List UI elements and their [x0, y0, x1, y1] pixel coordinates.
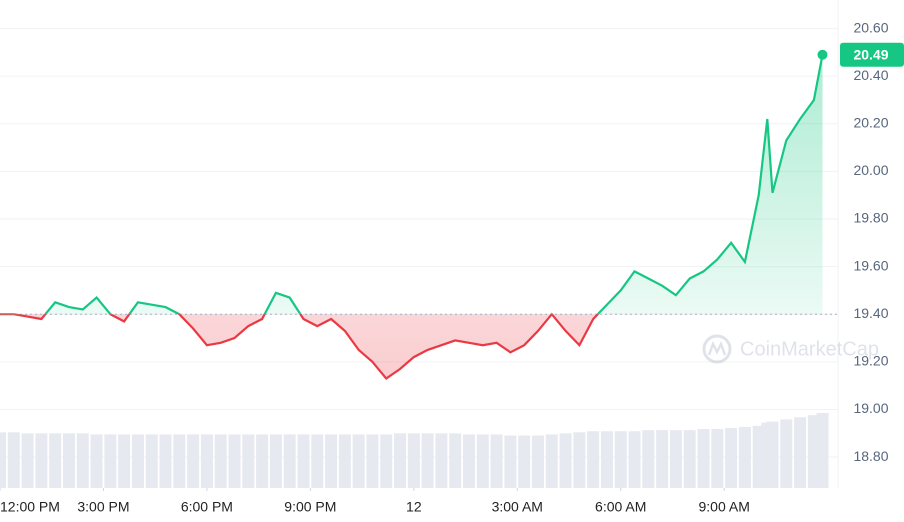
volume-bar — [7, 432, 20, 488]
volume-bar — [697, 429, 710, 488]
volume-bar — [449, 433, 462, 488]
y-tick-label: 19.40 — [853, 305, 888, 321]
volume-bar — [476, 434, 489, 488]
watermark-text: CoinMarketCap — [740, 338, 879, 360]
volume-bar — [76, 433, 89, 488]
volume-bar — [90, 434, 103, 488]
volume-bar — [200, 434, 213, 488]
volume-bar — [352, 434, 365, 488]
volume-bar — [683, 430, 696, 488]
volume-bar — [118, 434, 131, 488]
volume-bar — [559, 433, 572, 488]
volume-bar — [49, 433, 62, 488]
x-tick-label: 9:00 PM — [284, 499, 336, 515]
volume-bar — [816, 413, 829, 488]
volume-bar — [159, 434, 172, 488]
x-tick-label: 6:00 PM — [181, 499, 233, 515]
volume-bar — [766, 421, 779, 488]
y-tick-label: 19.20 — [853, 353, 888, 369]
price-line-up — [0, 54, 824, 315]
volume-bar — [131, 434, 144, 488]
volume-bar — [614, 431, 627, 488]
volume-bar — [145, 434, 158, 488]
volume-bar — [518, 435, 531, 488]
price-badge-label: 20.49 — [853, 46, 888, 62]
volume-bar — [435, 433, 448, 488]
volume-bar — [187, 434, 200, 488]
volume-bar — [669, 430, 682, 488]
x-tick-label: 6:00 AM — [595, 499, 646, 515]
x-tick-label: 12 — [406, 499, 422, 515]
volume-bar — [380, 434, 393, 488]
volume-bar — [338, 434, 351, 488]
area-down — [13, 314, 598, 379]
x-tick-label: 3:00 AM — [492, 499, 543, 515]
volume-bar — [711, 429, 724, 488]
volume-bar — [490, 434, 503, 488]
y-tick-label: 20.00 — [853, 162, 888, 178]
volume-bar — [394, 433, 407, 488]
volume-bar — [531, 435, 544, 488]
volume-bar — [504, 435, 517, 488]
volume-bar — [545, 434, 558, 488]
volume-bar — [35, 433, 48, 488]
volume-bar — [325, 434, 338, 488]
volume-bar — [214, 434, 227, 488]
x-tick-label: 3:00 PM — [77, 499, 129, 515]
volume-bar — [173, 434, 186, 488]
volume-bar — [738, 426, 751, 488]
volume-bar — [587, 431, 600, 488]
volume-bar — [269, 434, 282, 488]
volume-bar — [794, 417, 807, 488]
volume-bar — [311, 434, 324, 488]
volume-bar — [62, 433, 75, 488]
x-tick-label: 9:00 AM — [699, 499, 750, 515]
y-tick-label: 19.80 — [853, 210, 888, 226]
y-tick-label: 19.00 — [853, 400, 888, 416]
volume-bar — [642, 430, 655, 488]
last-point — [817, 49, 828, 60]
area-up — [0, 54, 823, 315]
volume-bar — [366, 434, 379, 488]
y-tick-label: 19.60 — [853, 257, 888, 273]
volume-bar — [21, 433, 34, 488]
watermark: CoinMarketCap — [702, 334, 879, 364]
y-tick-label: 18.80 — [853, 448, 888, 464]
volume-bar — [104, 434, 117, 488]
volume-bar — [283, 434, 296, 488]
volume-bar — [407, 433, 420, 488]
volume-bar — [628, 431, 641, 488]
volume-bar — [463, 434, 476, 488]
volume-bar — [0, 432, 6, 488]
volume-bar — [228, 434, 241, 488]
volume-bar — [256, 434, 269, 488]
y-tick-label: 20.20 — [853, 114, 888, 130]
y-tick-label: 20.60 — [853, 19, 888, 35]
volume-bar — [242, 434, 255, 488]
volume-bar — [656, 430, 669, 488]
volume-bar — [573, 432, 586, 488]
volume-bar — [421, 433, 434, 488]
y-tick-label: 20.40 — [853, 67, 888, 83]
price-line-down — [0, 314, 600, 380]
volume-bar — [600, 431, 613, 488]
volume-bar — [297, 434, 310, 488]
volume-bar — [725, 428, 738, 488]
price-badge — [840, 42, 904, 67]
volume-bar — [780, 419, 793, 488]
x-tick-label: 12:00 PM — [0, 499, 60, 515]
